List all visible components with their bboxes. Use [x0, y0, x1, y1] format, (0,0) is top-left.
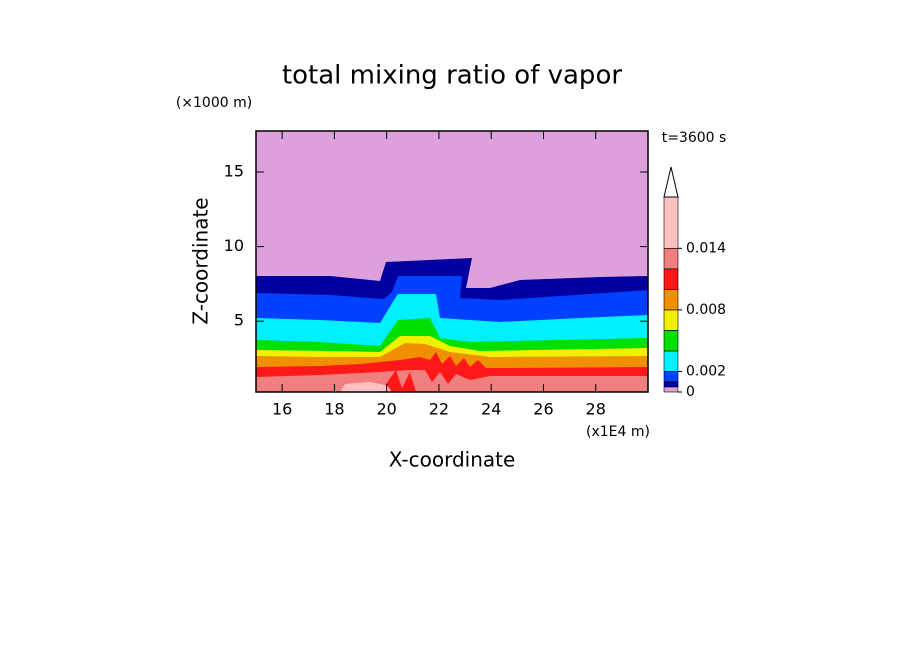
colorbar-segment	[663, 350, 679, 372]
plot-area	[256, 131, 648, 392]
subtitle: t=3600 s	[662, 130, 727, 146]
x-tick-label: 22	[429, 400, 449, 419]
colorbar-arrow	[663, 166, 679, 198]
x-axis-label: X-coordinate	[389, 448, 516, 472]
x-tick-label: 26	[533, 400, 553, 419]
x-tick-label: 16	[272, 400, 292, 419]
colorbar-segment	[663, 289, 679, 311]
y-tick-label: 15	[224, 162, 244, 181]
contour-band	[340, 382, 395, 392]
colorbar-segment	[663, 248, 679, 270]
colorbar-segment	[663, 268, 679, 290]
y-unit: (×1000 m)	[176, 95, 252, 111]
colorbar-segment	[663, 381, 679, 388]
chart-title: total mixing ratio of vapor	[282, 61, 622, 91]
colorbar-tick-label: 0.002	[686, 363, 726, 379]
y-tick-label: 10	[224, 236, 244, 255]
colorbar-tick-label: 0.008	[686, 302, 726, 318]
x-tick-label: 24	[481, 400, 501, 419]
colorbar-tick-label: 0	[686, 384, 695, 400]
contour-band	[386, 370, 416, 392]
colorbar-segment	[663, 309, 679, 331]
x-unit: (x1E4 m)	[586, 424, 650, 440]
colorbar-segment	[663, 371, 679, 383]
colorbar-segment	[663, 330, 679, 352]
colorbar-segment	[663, 196, 679, 249]
x-tick-label: 20	[376, 400, 396, 419]
colorbar-tick-label: 0.014	[686, 240, 726, 256]
axes: 16 18 20 22 24 26 28 5 10 15 0 0.002 0.008 0.014	[224, 130, 726, 419]
colorbar-segment	[663, 386, 679, 393]
x-tick-label: 18	[324, 400, 344, 419]
x-tick-label: 28	[586, 400, 606, 419]
y-axis-label: Z-coordinate	[189, 197, 213, 324]
y-tick-label: 5	[234, 311, 244, 330]
plot-frame	[255, 130, 649, 393]
